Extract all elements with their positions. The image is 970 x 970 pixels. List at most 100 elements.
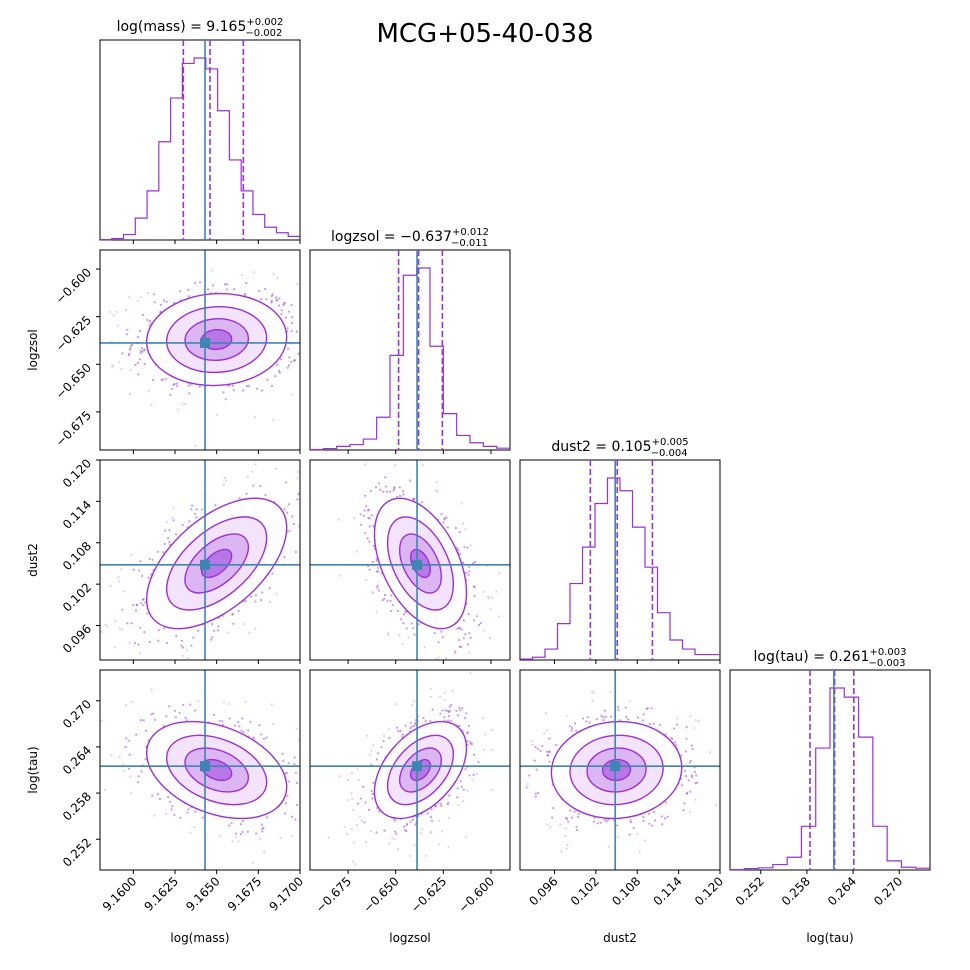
scatter-point	[186, 656, 189, 660]
scatter-point	[690, 744, 694, 747]
scatter-point	[490, 596, 494, 599]
scatter-point	[353, 516, 356, 520]
scatter-point	[146, 292, 149, 295]
scatter-point	[436, 490, 439, 493]
truth-marker	[200, 761, 210, 772]
scatter-point	[227, 702, 230, 705]
scatter-point	[680, 754, 683, 757]
scatter-point	[683, 802, 686, 805]
scatter-point	[411, 704, 414, 707]
scatter-point	[403, 825, 406, 828]
scatter-point	[372, 525, 375, 528]
scatter-point	[363, 509, 366, 512]
scatter-point	[467, 573, 470, 577]
scatter-point	[460, 645, 463, 649]
scatter-point	[271, 293, 274, 296]
histogram-step-2	[520, 477, 720, 660]
scatter-point	[463, 717, 467, 720]
scatter-point	[420, 831, 423, 835]
truth-marker	[200, 559, 210, 570]
scatter-point	[285, 802, 288, 805]
scatter-point	[449, 719, 453, 722]
scatter-point	[617, 708, 620, 711]
scatter-point	[650, 707, 653, 710]
scatter-point	[343, 825, 346, 828]
scatter-point	[617, 705, 620, 709]
histogram-step-1	[310, 267, 510, 451]
scatter-point	[359, 797, 362, 800]
scatter-point	[268, 587, 271, 590]
scatter-point	[459, 780, 462, 783]
scatter-point	[475, 615, 478, 618]
scatter-point	[254, 600, 257, 603]
scatter-point	[525, 786, 528, 789]
hist-panel-1: logzsol = −0.637+0.012 −0.011	[309, 227, 511, 451]
x-tick-label: 0.264	[825, 874, 859, 908]
scatter-point	[286, 327, 289, 330]
scatter-point	[153, 301, 156, 304]
scatter-point	[250, 595, 253, 598]
scatter-point	[429, 695, 432, 698]
scatter-point	[258, 724, 261, 727]
scatter-point	[375, 831, 378, 834]
scatter-point	[382, 490, 385, 493]
truth-marker	[412, 761, 423, 772]
y-tick-label: −0.600	[53, 265, 94, 306]
scatter-point	[684, 769, 687, 773]
scatter-point	[603, 709, 606, 712]
scatter-point	[345, 832, 349, 836]
hist-panel-0: log(mass) = 9.165+0.002 −0.002	[99, 17, 301, 241]
scatter-point	[664, 733, 667, 736]
scatter-point	[394, 819, 397, 822]
scatter-point	[464, 768, 467, 771]
scatter-point	[148, 640, 151, 644]
scatter-point	[471, 778, 474, 781]
scatter-point	[429, 719, 432, 723]
scatter-point	[609, 691, 612, 694]
scatter-point	[122, 590, 125, 593]
scatter-point	[476, 698, 478, 700]
x-tick-label: 9.1650	[183, 874, 223, 914]
scatter-point	[431, 819, 434, 823]
scatter-point	[318, 332, 320, 334]
scatter-point	[632, 827, 635, 830]
scatter-point	[410, 725, 413, 728]
scatter-point	[143, 631, 146, 634]
scatter-point	[389, 490, 392, 493]
scatter-point	[401, 733, 404, 736]
scatter-point	[625, 715, 628, 719]
scatter-point	[412, 498, 415, 501]
scatter-point	[211, 636, 214, 639]
scatter-point	[490, 788, 493, 792]
scatter-point	[539, 749, 542, 753]
scatter-point	[395, 832, 398, 835]
scatter-point	[139, 349, 143, 352]
scatter-point	[688, 811, 691, 814]
scatter-point	[303, 321, 305, 323]
scatter-point	[210, 638, 213, 641]
scatter-point	[576, 815, 580, 819]
scatter-point	[440, 804, 443, 808]
scatter-point	[394, 838, 397, 841]
scatter-point	[548, 737, 551, 740]
scatter-point	[661, 823, 664, 826]
scatter-point	[438, 656, 441, 659]
scatter-point	[422, 717, 425, 720]
scatter-point	[468, 570, 471, 573]
scatter-point	[393, 830, 397, 833]
scatter-point	[528, 774, 531, 777]
scatter-point	[398, 494, 402, 498]
scatter-point	[642, 713, 645, 716]
scatter-point	[286, 511, 289, 514]
scatter-point	[274, 375, 277, 378]
scatter-point	[296, 282, 299, 285]
scatter-point	[213, 629, 216, 632]
scatter-point	[461, 707, 464, 710]
scatter-point	[453, 652, 456, 655]
scatter-point	[473, 586, 476, 589]
scatter-point	[142, 313, 145, 316]
scatter-point	[551, 816, 554, 819]
scatter-point	[368, 568, 371, 571]
scatter-point	[103, 788, 106, 791]
scatter-point	[312, 331, 314, 333]
